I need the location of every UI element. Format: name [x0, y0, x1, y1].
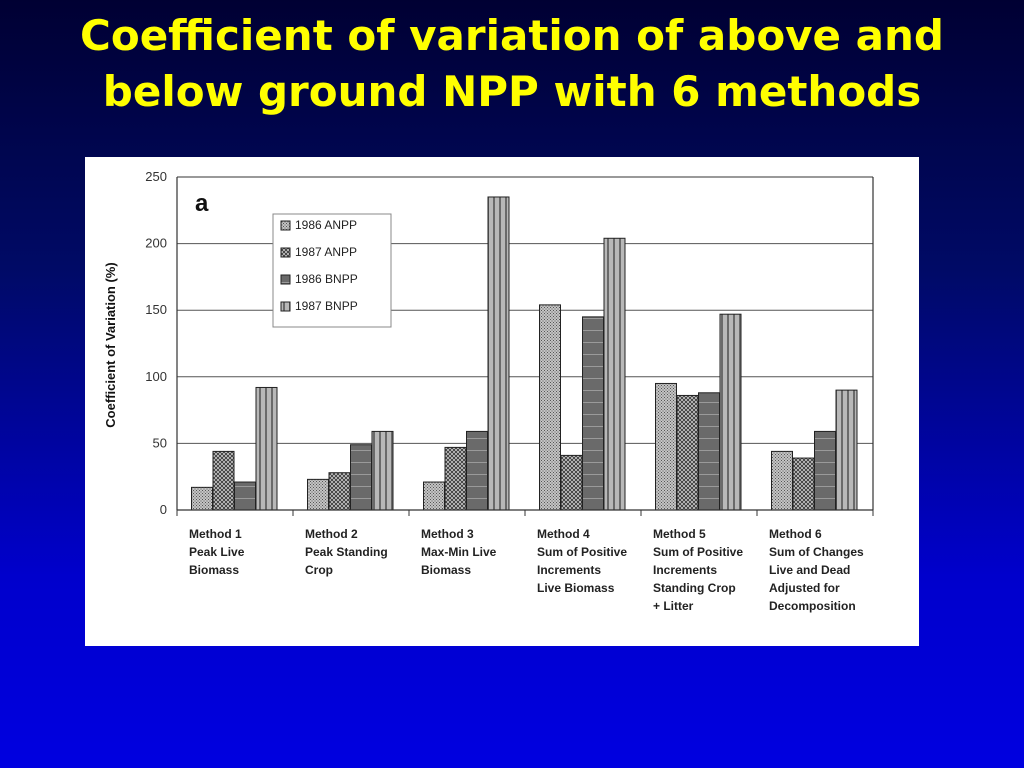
- category-label-line: Method 1: [189, 527, 242, 541]
- category-label-line: Method 2: [305, 527, 358, 541]
- category-label-line: Max-Min Live: [421, 545, 497, 559]
- legend-entry: 1987 BNPP: [295, 299, 358, 313]
- y-tick-label: 100: [145, 369, 167, 384]
- category-label-line: Biomass: [189, 563, 239, 577]
- bar-1987-bnpp-method-4: [603, 237, 626, 511]
- category-label-line: Method 3: [421, 527, 474, 541]
- y-tick-labels: 0 50 100 150 200 250: [145, 169, 167, 517]
- legend-swatch: [280, 247, 291, 258]
- legend: 1986 ANPP 1987 ANPP 1986 BNPP 1987 BNPP: [272, 213, 392, 328]
- bar-chart: 0 50 100 150 200 250 Method 1 Peak Live Biomass…: [103, 169, 874, 613]
- bar-1987-anpp-method-2: [328, 472, 351, 511]
- category-label-line: Method 6: [769, 527, 822, 541]
- legend-swatch: [280, 301, 291, 312]
- category-label-line: Live Biomass: [537, 581, 615, 595]
- axes: [176, 176, 874, 516]
- chart-panel: 0 50 100 150 200 250 Method 1 Peak Live Biomass…: [85, 157, 919, 646]
- bar-1986-anpp-method-6: [771, 450, 793, 511]
- category-label-line: Peak Live: [189, 545, 245, 559]
- bar-1987-bnpp-method-1: [255, 386, 278, 511]
- y-tick-label: 50: [153, 435, 167, 450]
- bar-1987-bnpp-method-3: [487, 196, 510, 511]
- bar-1987-bnpp-method-2: [371, 430, 394, 511]
- bar-1987-anpp-method-6: [792, 457, 815, 511]
- bar-1986-anpp-method-1: [191, 486, 213, 511]
- category-label-line: Live and Dead: [769, 563, 850, 577]
- bar-1987-bnpp-method-5: [719, 313, 742, 511]
- bar-1986-bnpp-method-5: [698, 392, 720, 511]
- category-label-line: Crop: [305, 563, 333, 577]
- y-tick-label: 150: [145, 302, 167, 317]
- bar-1987-anpp-method-5: [676, 394, 699, 511]
- slide-title-line-2: below ground NPP with 6 methods: [102, 67, 922, 116]
- bar-1986-bnpp-method-4: [582, 316, 604, 511]
- bar-1987-anpp-method-4: [560, 454, 583, 511]
- category-label-line: Standing Crop: [653, 581, 736, 595]
- legend-swatch: [280, 274, 291, 285]
- y-tick-label: 200: [145, 236, 167, 251]
- slide-title-line-1: Coefficient of variation of above and: [80, 11, 944, 60]
- legend-swatch: [280, 220, 291, 231]
- y-tick-label: 250: [145, 169, 167, 184]
- category-label-line: Biomass: [421, 563, 471, 577]
- bar-1986-anpp-method-4: [539, 304, 561, 511]
- bar-1986-bnpp-method-6: [814, 430, 836, 511]
- category-label-line: Peak Standing: [305, 545, 388, 559]
- legend-entry: 1987 ANPP: [295, 245, 357, 259]
- category-labels: Method 1 Peak Live Biomass Method 2 Peak Sta…: [189, 527, 864, 613]
- category-label-line: + Litter: [653, 599, 694, 613]
- category-label-line: Sum of Changes: [769, 545, 864, 559]
- legend-box: [272, 213, 392, 328]
- category-label-line: Increments: [537, 563, 601, 577]
- category-label-line: Sum of Positive: [653, 545, 743, 559]
- category-label-line: Sum of Positive: [537, 545, 627, 559]
- bar-1987-bnpp-method-6: [835, 389, 858, 511]
- legend-entry: 1986 ANPP: [295, 218, 357, 232]
- bar-1986-bnpp-method-3: [466, 430, 488, 511]
- panel-label: a: [195, 190, 209, 217]
- slide-title: Coefficient of variation of above and be…: [0, 8, 1024, 120]
- category-label-line: Adjusted for: [769, 581, 840, 595]
- category-label-line: Increments: [653, 563, 717, 577]
- bar-1987-anpp-method-3: [444, 446, 467, 511]
- bar-1987-anpp-method-1: [212, 450, 235, 511]
- category-label-line: Decomposition: [769, 599, 856, 613]
- bar-1986-bnpp-method-1: [234, 481, 256, 511]
- legend-entry: 1986 BNPP: [295, 272, 358, 286]
- category-label-line: Method 5: [653, 527, 706, 541]
- bar-1986-bnpp-method-2: [350, 444, 372, 511]
- y-axis-label: Coefficient of Variation (%): [103, 262, 118, 427]
- bar-1986-anpp-method-3: [423, 481, 445, 511]
- bar-1986-anpp-method-2: [307, 478, 329, 511]
- y-tick-label: 0: [160, 502, 167, 517]
- category-label-line: Method 4: [537, 527, 590, 541]
- bar-1986-anpp-method-5: [655, 382, 677, 511]
